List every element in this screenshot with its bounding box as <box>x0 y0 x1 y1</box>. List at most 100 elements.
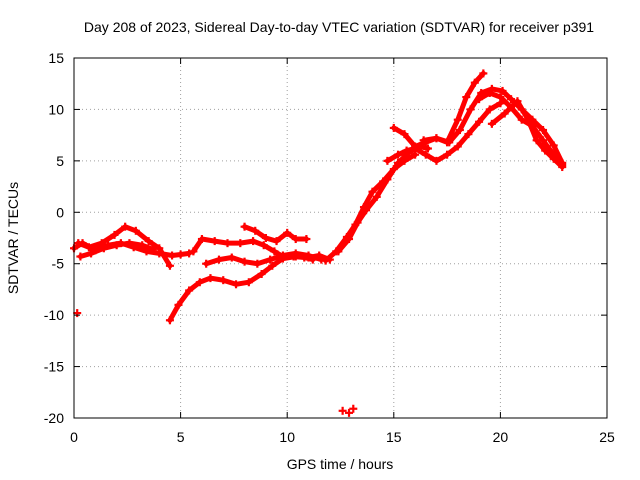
point-track-i <box>383 175 392 184</box>
point-track-d <box>165 316 174 325</box>
point-track-f <box>223 239 232 248</box>
point-track-b <box>121 222 130 231</box>
point-track-j <box>432 156 441 165</box>
point-track-j <box>383 156 392 165</box>
point-track-c <box>99 244 108 253</box>
point-track-d <box>174 300 183 309</box>
point-track-j <box>394 150 403 159</box>
point-track-d <box>219 276 228 285</box>
x-tick-label: 15 <box>386 429 402 445</box>
point-track-l <box>419 136 428 145</box>
point-track-j <box>485 105 494 114</box>
point-track-a <box>185 249 194 258</box>
y-tick-label: -20 <box>44 410 64 426</box>
point-track-g <box>261 234 270 242</box>
point-track-k <box>400 130 409 139</box>
point-track-c <box>148 245 157 254</box>
point-track-e <box>253 259 262 268</box>
x-tick-label: 0 <box>70 429 78 445</box>
point-track-e <box>240 257 249 266</box>
point-track-n <box>558 163 567 172</box>
point-track-h <box>368 187 377 196</box>
point-track-g <box>302 235 311 244</box>
point-track-e <box>227 253 236 262</box>
y-tick-label: -5 <box>52 256 65 272</box>
point-track-h <box>321 256 330 265</box>
point-track-d <box>268 261 277 270</box>
point-track-n <box>487 119 496 128</box>
point-track-f <box>300 253 309 262</box>
point-track-l <box>432 134 441 143</box>
y-axis-label: SDTVAR / TECUs <box>5 182 21 294</box>
point-track-f <box>197 235 206 244</box>
series-track-e <box>203 250 324 267</box>
point-track-c <box>76 252 85 261</box>
point-track-m <box>496 93 505 102</box>
point-track-n <box>513 97 522 106</box>
point-track-i <box>362 206 371 215</box>
isolated-point <box>338 406 347 415</box>
series-track-n <box>489 98 565 170</box>
point-track-m <box>475 95 484 104</box>
point-track-k <box>470 78 479 87</box>
plot-border <box>73 57 608 419</box>
series-track-d <box>167 253 333 323</box>
point-track-b <box>74 239 83 248</box>
y-tick-label: -10 <box>44 307 64 323</box>
point-track-j <box>464 130 473 139</box>
point-track-d <box>206 274 215 283</box>
point-track-k <box>411 142 420 151</box>
point-track-n <box>500 109 509 118</box>
point-track-d <box>185 286 194 295</box>
point-track-n <box>549 154 558 163</box>
point-track-k <box>479 69 488 78</box>
point-track-e <box>214 255 223 264</box>
point-track-f <box>308 255 317 264</box>
y-tick-label: 0 <box>56 204 64 220</box>
point-track-l <box>549 141 558 150</box>
point-track-f <box>270 247 279 256</box>
chart-title: Day 208 of 2023, Sidereal Day-to-day VTE… <box>84 19 594 35</box>
point-track-b <box>110 230 119 239</box>
x-tick-label: 5 <box>177 429 185 445</box>
point-track-e <box>202 259 211 268</box>
point-track-l <box>539 126 548 134</box>
series-track-l <box>421 86 565 166</box>
point-track-g <box>291 235 300 244</box>
isolated-point <box>345 408 354 417</box>
point-track-l <box>498 86 507 95</box>
x-axis-label: GPS time / hours <box>287 456 394 472</box>
point-track-g <box>272 237 281 246</box>
point-track-f <box>210 237 219 246</box>
point-track-l <box>507 95 516 104</box>
point-track-g <box>283 228 292 237</box>
point-track-n <box>532 136 541 145</box>
point-track-a <box>176 250 185 259</box>
point-track-i <box>345 235 354 244</box>
point-track-j <box>402 146 411 155</box>
x-tick-label: 10 <box>279 429 295 445</box>
point-track-k <box>389 123 398 132</box>
point-track-f <box>249 237 258 246</box>
point-track-j <box>421 150 430 159</box>
point-track-f <box>236 239 245 248</box>
point-track-i <box>372 192 381 201</box>
isolated-point <box>73 309 82 318</box>
point-track-f <box>278 252 287 261</box>
point-track-g <box>240 222 249 231</box>
point-track-i <box>334 247 343 256</box>
point-track-c <box>112 241 121 250</box>
x-tick-label: 20 <box>493 429 509 445</box>
y-tick-label: 10 <box>48 101 64 117</box>
point-track-c <box>138 241 147 250</box>
point-track-d <box>195 278 204 287</box>
data-layer <box>70 69 567 417</box>
point-track-j <box>443 150 452 159</box>
point-track-f <box>289 252 298 261</box>
y-tick-label: -15 <box>44 359 64 375</box>
point-track-c <box>125 239 134 248</box>
point-track-f <box>259 241 268 250</box>
point-track-l <box>445 138 454 147</box>
point-track-c <box>87 249 96 258</box>
